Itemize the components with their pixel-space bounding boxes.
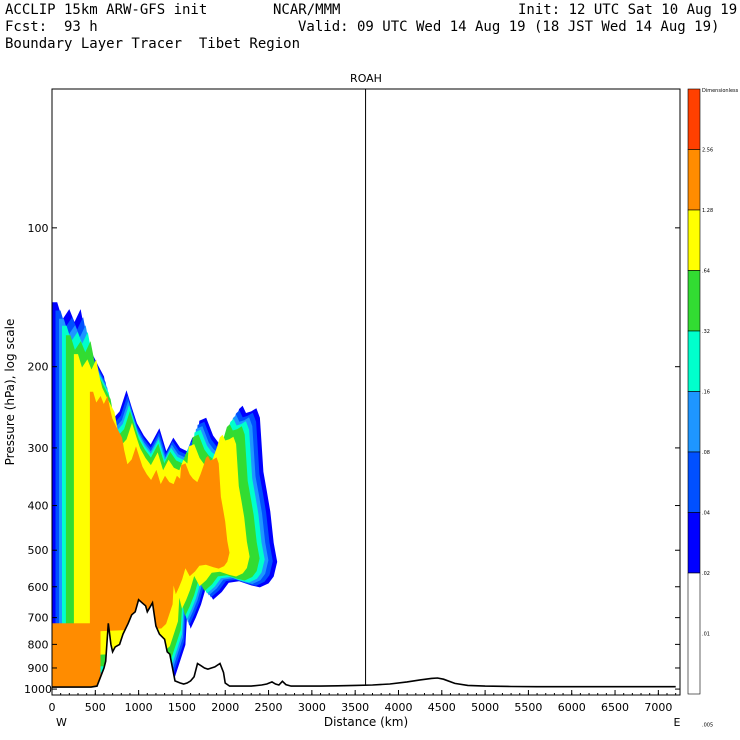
colorbar-title: Dimensionless [702, 88, 739, 94]
y-tick-label: 400 [28, 500, 49, 513]
x-tick-label: 6000 [558, 701, 586, 714]
x-tick-label: 7000 [644, 701, 672, 714]
x-tick-label: 0 [49, 701, 56, 714]
x-tick-label: 6500 [601, 701, 629, 714]
header-fcst-value: 93 h [64, 19, 98, 35]
x-axis-east-label: E [674, 716, 681, 729]
y-tick-label: 500 [28, 544, 49, 557]
header-field: Boundary Layer Tracer Tibet Region [5, 36, 301, 52]
tracer-band-surface-core [52, 623, 101, 689]
header-init: Init: 12 UTC Sat 10 Aug 19 [518, 2, 738, 18]
x-tick-label: 5500 [514, 701, 542, 714]
colorbar-label: .32 [702, 329, 710, 335]
x-tick-label: 1500 [168, 701, 196, 714]
x-tick-label: 5000 [471, 701, 499, 714]
x-tick-label: 3500 [341, 701, 369, 714]
y-tick-label: 100 [28, 222, 49, 235]
x-tick-label: 4500 [428, 701, 456, 714]
colorbar-swatch [687, 209, 701, 271]
colorbar-swatch [687, 149, 701, 211]
header-valid: Valid: 09 UTC Wed 14 Aug 19 (18 JST Wed … [298, 19, 720, 35]
x-tick-label: 2000 [211, 701, 239, 714]
colorbar-swatch [687, 512, 701, 574]
colorbar-swatch [687, 451, 701, 513]
header-model: ACCLIP 15km ARW-GFS init [5, 2, 208, 18]
colorbar-label: .08 [702, 450, 710, 456]
colorbar-label: .01 [702, 632, 710, 638]
x-axis: 0 500 1000 1500 2000 2500 3000 3500 4000 4500 5000… [49, 690, 677, 714]
colorbar-swatch [687, 330, 701, 392]
y-tick-label: 200 [28, 361, 49, 374]
colorbar-label: .005 [702, 722, 713, 728]
colorbar-label: .02 [702, 571, 710, 577]
x-tick-label: 1000 [125, 701, 153, 714]
colorbar-swatch [687, 270, 701, 332]
y-tick-label: 800 [28, 638, 49, 651]
y-tick-label: 700 [28, 612, 49, 625]
tracer-band-p32 [89, 391, 230, 632]
terrain-fill [52, 599, 676, 695]
chart-title: ROAH [350, 72, 382, 85]
colorbar-label: .64 [702, 269, 710, 275]
colorbar-label: .04 [702, 511, 710, 517]
colorbar-label: 2.56 [702, 148, 713, 154]
x-tick-label: 2500 [255, 701, 283, 714]
colorbar-label: 1.28 [702, 208, 713, 214]
colorbar: Dimensionless 2.56 1.28 .64 .32 .16 .08 .04 .02.… [687, 88, 739, 728]
colorbar-swatch [687, 391, 701, 453]
colorbar-swatch [687, 572, 701, 695]
terrain-layer [52, 598, 676, 695]
terrain-line [52, 598, 676, 688]
x-tick-label: 4000 [384, 701, 412, 714]
y-axis-title: Pressure (hPa), log scale [3, 319, 17, 466]
y-tick-label: 300 [28, 442, 49, 455]
x-axis-west-label: W [56, 716, 67, 729]
x-axis-title: Distance (km) [324, 715, 408, 729]
plot-frame [51, 88, 681, 696]
tracer-layer [52, 302, 278, 690]
colorbar-swatch [687, 88, 701, 150]
y-tick-label: 1000 [24, 683, 52, 696]
y-tick-label: 600 [28, 581, 49, 594]
colorbar-label: .16 [702, 390, 710, 396]
x-tick-label: 500 [85, 701, 106, 714]
x-tick-label: 3000 [298, 701, 326, 714]
y-axis: 100 200 300 400 500 600 700 800 900 1000 [24, 222, 680, 696]
header-fcst-label: Fcst: [5, 19, 48, 35]
y-tick-label: 900 [28, 662, 49, 675]
header-org: NCAR/MMM [273, 2, 341, 18]
